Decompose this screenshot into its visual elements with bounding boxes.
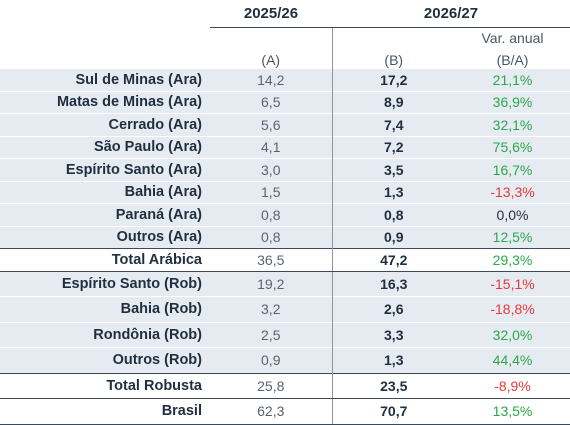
- value-b: 3,5: [332, 158, 455, 181]
- row-label: Total Robusta: [0, 372, 210, 399]
- value-variation: 12,5%: [455, 225, 570, 249]
- value-a: 14,2: [210, 68, 333, 91]
- header-year-b: 2026/27: [332, 0, 570, 28]
- total-row: Total Robusta 25,8 23,5 -8,9%: [0, 372, 570, 399]
- value-a: 0,8: [210, 225, 333, 249]
- value-variation: 75,6%: [455, 135, 570, 159]
- value-variation: 36,9%: [455, 90, 570, 114]
- row-label: São Paulo (Ara): [0, 135, 210, 159]
- header-year-row: 2025/26 2026/27: [0, 0, 570, 28]
- header-var-label: Var. anual: [481, 30, 544, 46]
- value-variation: -13,3%: [455, 180, 570, 204]
- value-b: 8,9: [332, 90, 455, 114]
- header-col-a: (A): [210, 46, 333, 69]
- value-variation: 0,0%: [455, 203, 570, 226]
- value-variation: 32,0%: [455, 321, 570, 348]
- value-b: 2,6: [332, 296, 455, 322]
- value-a: 25,8: [210, 372, 333, 399]
- value-b: 70,7: [332, 398, 455, 425]
- table-row: Matas de Minas (Ara) 6,5 8,9 36,9%: [0, 90, 570, 114]
- value-variation: 16,7%: [455, 158, 570, 181]
- row-label: Paraná (Ara): [0, 203, 210, 226]
- row-label: Cerrado (Ara): [0, 113, 210, 136]
- total-row: Total Arábica 36,5 47,2 29,3%: [0, 248, 570, 272]
- value-variation: 32,1%: [455, 113, 570, 136]
- value-b: 0,8: [332, 203, 455, 226]
- table-row: São Paulo (Ara) 4,1 7,2 75,6%: [0, 135, 570, 159]
- row-label: Rondônia (Rob): [0, 321, 210, 348]
- value-a: 0,9: [210, 347, 333, 373]
- table-row: Cerrado (Ara) 5,6 7,4 32,1%: [0, 113, 570, 136]
- value-variation: 13,5%: [455, 398, 570, 425]
- value-variation: 21,1%: [455, 68, 570, 91]
- header-empty-cell: [0, 27, 210, 46]
- value-a: 5,6: [210, 113, 333, 136]
- row-label: Bahia (Rob): [0, 296, 210, 322]
- value-b: 16,3: [332, 270, 455, 297]
- header-empty-cell: [0, 46, 210, 69]
- header-col-v: (B/A): [496, 52, 529, 68]
- value-a: 0,8: [210, 203, 333, 226]
- row-label: Espírito Santo (Ara): [0, 158, 210, 181]
- header-year-a: 2025/26: [210, 0, 332, 28]
- table-row: Bahia (Ara) 1,5 1,3 -13,3%: [0, 180, 570, 204]
- value-a: 3,0: [210, 158, 333, 181]
- header-empty-cell: [210, 27, 333, 46]
- value-variation: -15,1%: [455, 270, 570, 297]
- row-label: Sul de Minas (Ara): [0, 68, 210, 91]
- row-label: Matas de Minas (Ara): [0, 90, 210, 114]
- table-row: Outros (Rob) 0,9 1,3 44,4%: [0, 347, 570, 373]
- value-a: 1,5: [210, 180, 333, 204]
- table-row: Rondônia (Rob) 2,5 3,3 32,0%: [0, 321, 570, 348]
- value-b: 1,3: [332, 347, 455, 373]
- header-col-b: (B): [384, 52, 404, 68]
- total-row: Brasil 62,3 70,7 13,5%: [0, 398, 570, 425]
- row-label: Espírito Santo (Rob): [0, 270, 210, 297]
- value-a: 19,2: [210, 270, 333, 297]
- row-label: Bahia (Ara): [0, 180, 210, 204]
- value-a: 3,2: [210, 296, 333, 322]
- header-letters-row: (A) (B) (B/A): [0, 46, 570, 69]
- value-variation: 44,4%: [455, 347, 570, 373]
- value-a: 4,1: [210, 135, 333, 159]
- value-a: 36,5: [210, 248, 333, 272]
- row-label: Brasil: [0, 398, 210, 425]
- value-b: 1,3: [332, 180, 455, 204]
- value-b: 17,2: [332, 68, 455, 91]
- table-row: Sul de Minas (Ara) 14,2 17,2 21,1%: [0, 68, 570, 91]
- row-label: Outros (Ara): [0, 225, 210, 249]
- table-row: Outros (Ara) 0,8 0,9 12,5%: [0, 225, 570, 249]
- value-b: 47,2: [332, 248, 455, 272]
- value-variation: -18,8%: [455, 296, 570, 322]
- table-row: Espírito Santo (Ara) 3,0 3,5 16,7%: [0, 158, 570, 181]
- value-b: 0,9: [332, 225, 455, 249]
- row-label: Total Arábica: [0, 248, 210, 272]
- value-b: 7,4: [332, 113, 455, 136]
- row-label: Outros (Rob): [0, 347, 210, 373]
- header-empty-cell: [0, 0, 210, 28]
- value-variation: -8,9%: [455, 372, 570, 399]
- header-empty-cell: [332, 28, 455, 47]
- header-var-row: Var. anual: [0, 27, 570, 47]
- table-row: Bahia (Rob) 3,2 2,6 -18,8%: [0, 296, 570, 322]
- value-a: 2,5: [210, 321, 333, 348]
- value-b: 3,3: [332, 321, 455, 348]
- table-row: Paraná (Ara) 0,8 0,8 0,0%: [0, 203, 570, 226]
- value-variation: 29,3%: [455, 248, 570, 272]
- value-b: 23,5: [332, 372, 455, 399]
- value-b: 7,2: [332, 135, 455, 159]
- table-row: Espírito Santo (Rob) 19,2 16,3 -15,1%: [0, 270, 570, 297]
- value-a: 62,3: [210, 398, 333, 425]
- value-a: 6,5: [210, 90, 333, 114]
